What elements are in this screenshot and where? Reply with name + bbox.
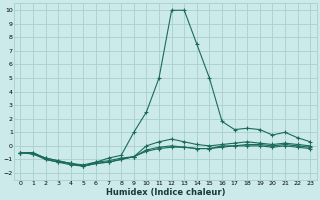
X-axis label: Humidex (Indice chaleur): Humidex (Indice chaleur) [106, 188, 225, 197]
